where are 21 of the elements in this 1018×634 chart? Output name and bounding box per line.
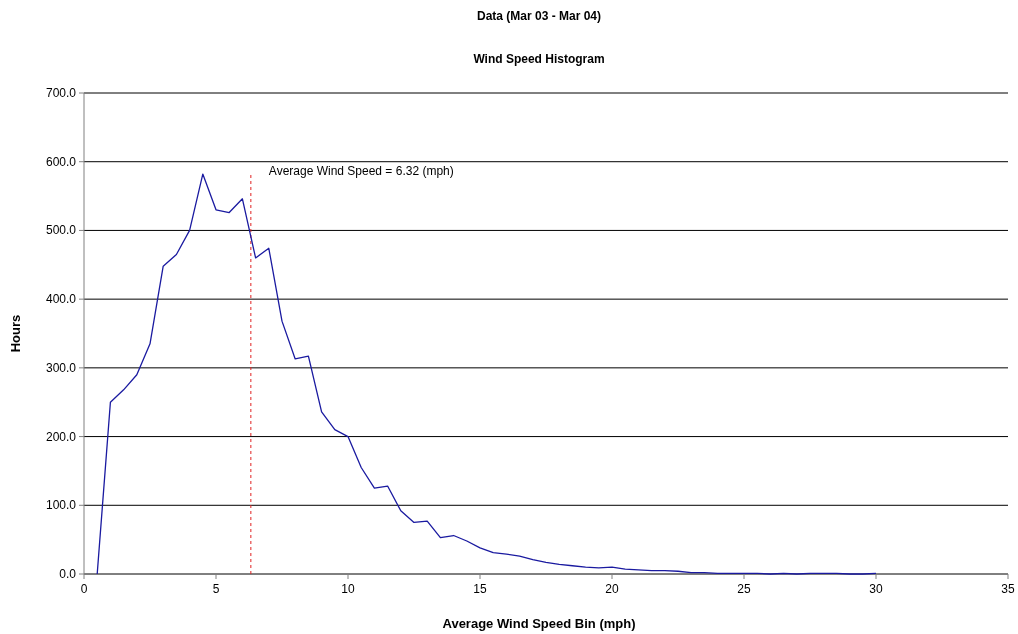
y-tick-label: 400.0 [45, 292, 77, 307]
y-tick-label: 700.0 [45, 86, 77, 100]
y-tick-label: 200.0 [45, 429, 77, 444]
y-tick-label: 500.0 [45, 223, 77, 238]
x-tick-label: 30 [869, 582, 883, 596]
ref-line-label: Average Wind Speed = 6.32 (mph) [268, 164, 454, 178]
x-axis-title: Average Wind Speed Bin (mph) [442, 616, 636, 631]
x-tick-label: 5 [212, 582, 220, 596]
chart-title: Data (Mar 03 - Mar 04) [476, 9, 602, 23]
y-tick-label: 100.0 [45, 498, 77, 513]
x-tick-label: 35 [1001, 582, 1015, 596]
x-tick-label: 25 [737, 582, 751, 596]
y-tick-label: 600.0 [45, 154, 77, 169]
y-tick-label: 300.0 [45, 360, 77, 375]
y-axis-title: Hours [8, 314, 23, 353]
x-tick-label: 15 [473, 582, 487, 596]
x-tick-label: 20 [605, 582, 619, 596]
y-tick-label: 0.0 [59, 567, 77, 581]
x-tick-label: 10 [341, 582, 355, 596]
x-tick-label: 0 [80, 582, 88, 596]
chart-subtitle: Wind Speed Histogram [473, 52, 605, 66]
